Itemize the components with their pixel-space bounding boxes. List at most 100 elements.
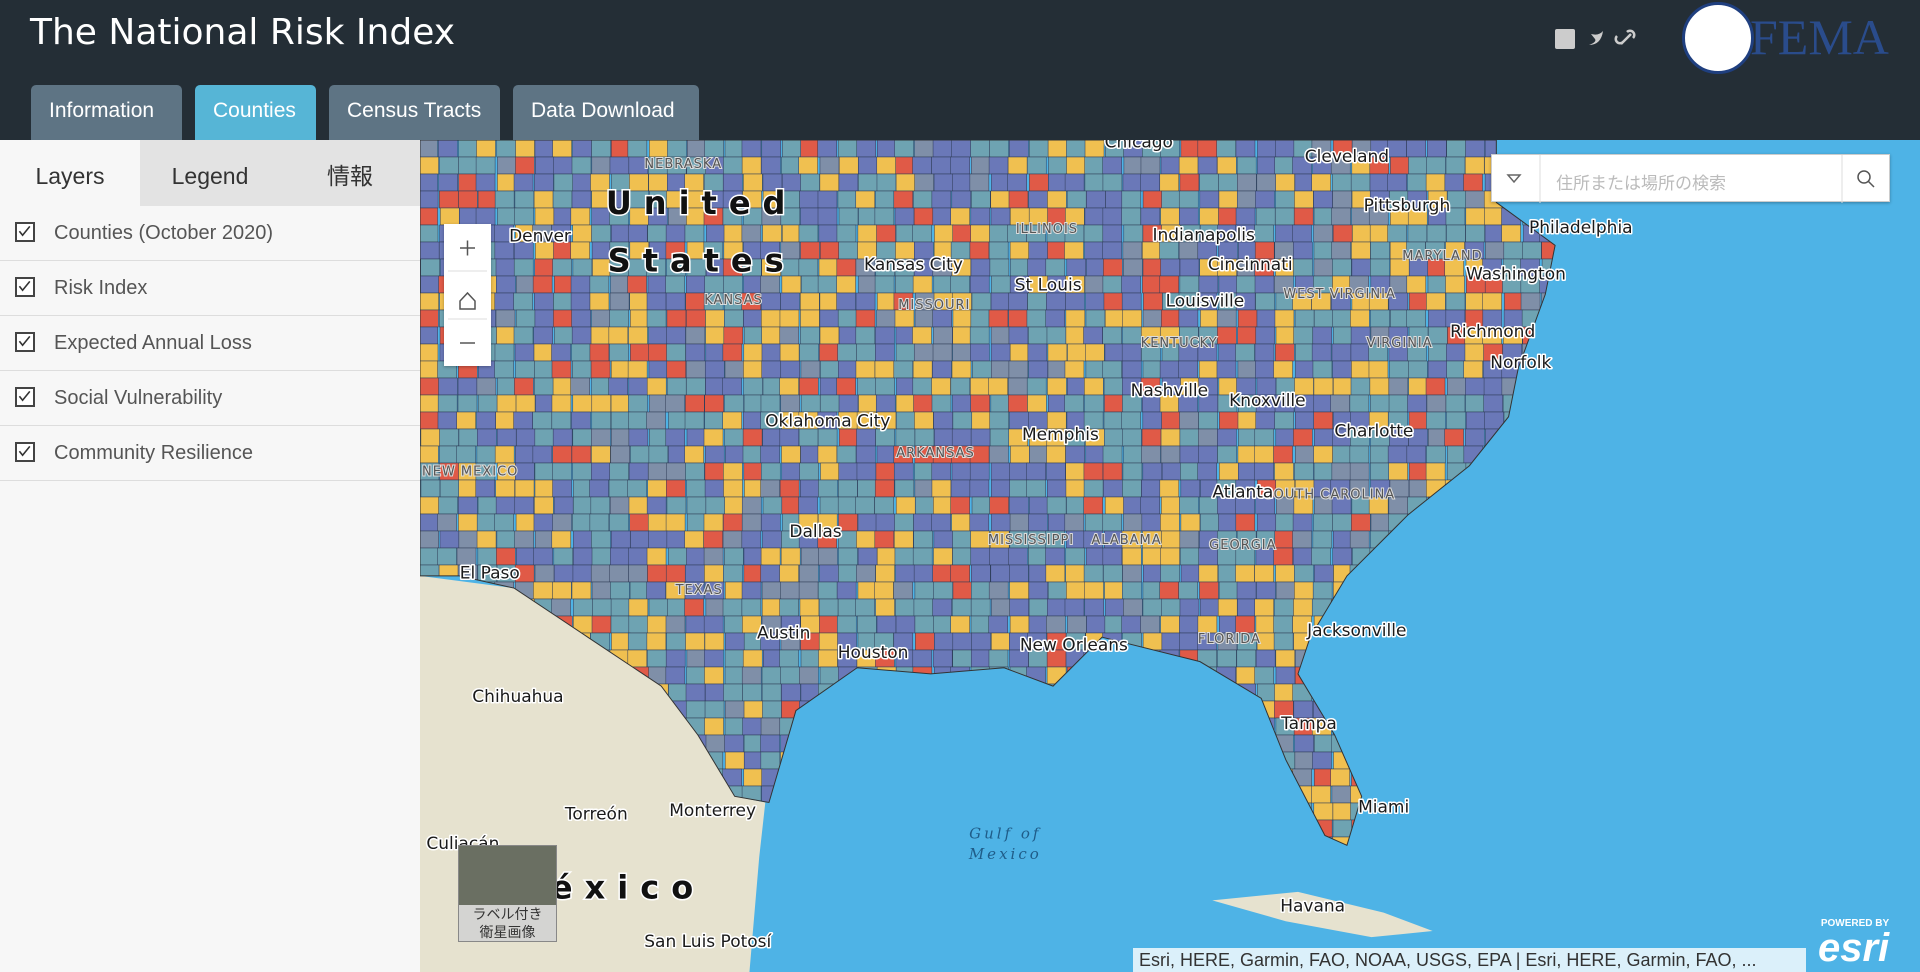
county	[1349, 462, 1370, 481]
county	[1255, 190, 1275, 209]
county	[1426, 156, 1446, 175]
county	[704, 632, 725, 651]
county	[952, 411, 973, 430]
layer-checkbox[interactable]	[15, 277, 35, 297]
county	[989, 428, 1010, 447]
county	[1464, 343, 1485, 362]
county	[952, 530, 972, 549]
county	[912, 547, 933, 566]
zoom-in[interactable]	[460, 240, 475, 256]
county	[1083, 224, 1104, 243]
layer-name: Social Vulnerability	[54, 387, 223, 409]
county	[573, 496, 593, 515]
fema-logo[interactable]: FEMA	[1750, 9, 1889, 65]
county	[1332, 360, 1352, 379]
county	[1159, 581, 1179, 600]
county	[1102, 207, 1123, 226]
nav-tab[interactable]: Census Tracts	[329, 85, 500, 140]
county	[1141, 513, 1162, 532]
basemap-toggle[interactable]: ラベル付き 衛星画像	[458, 845, 557, 942]
county	[497, 377, 517, 396]
city-label: Pittsburgh	[1364, 196, 1451, 216]
layer-checkbox[interactable]	[15, 222, 35, 242]
nav-tab[interactable]: Data Download	[513, 85, 699, 140]
county	[1408, 360, 1428, 379]
county	[685, 326, 706, 345]
search-box[interactable]: 住所または場所の検索	[1491, 154, 1890, 203]
county	[1254, 445, 1274, 464]
county	[1332, 530, 1353, 549]
county	[438, 496, 458, 515]
county	[1179, 496, 1199, 515]
county	[591, 156, 612, 175]
county	[1293, 241, 1313, 260]
county	[1102, 547, 1123, 566]
county	[855, 360, 876, 379]
county	[988, 649, 1009, 668]
county	[458, 496, 478, 515]
county	[551, 530, 572, 549]
twitter-icon[interactable]	[1589, 31, 1603, 45]
search-button[interactable]	[1857, 170, 1871, 184]
panel-tab[interactable]: Legend	[140, 140, 280, 206]
county	[933, 326, 953, 345]
home-button[interactable]	[459, 291, 476, 310]
county	[762, 530, 782, 549]
county	[914, 173, 934, 192]
county	[1009, 598, 1029, 617]
county	[836, 615, 857, 634]
county	[420, 513, 440, 532]
county	[515, 140, 535, 158]
county	[780, 581, 800, 600]
county	[800, 207, 820, 226]
map[interactable]: NEBRASKA ILLINOIS MISSOURI KANSAS MARYLAND WE…	[420, 140, 1920, 972]
county	[704, 649, 724, 668]
county	[837, 309, 858, 328]
county	[1084, 581, 1104, 600]
county	[876, 140, 897, 158]
nav-tab[interactable]: Counties	[195, 85, 316, 140]
county	[514, 496, 535, 515]
county	[552, 428, 573, 447]
facebook-icon[interactable]	[1555, 29, 1575, 49]
nav-tab[interactable]: Information	[31, 85, 182, 140]
city-label: Washington	[1466, 265, 1566, 285]
county	[535, 156, 555, 175]
county	[437, 394, 458, 413]
layer-checkbox[interactable]	[15, 442, 35, 462]
county	[647, 513, 668, 532]
county	[933, 411, 953, 430]
county	[952, 326, 973, 345]
county	[1121, 615, 1141, 634]
county	[874, 530, 895, 549]
county	[931, 377, 951, 396]
county	[1161, 632, 1182, 651]
county	[705, 343, 726, 362]
county	[1066, 581, 1086, 600]
county	[553, 292, 573, 311]
panel-tab[interactable]: Layers	[0, 140, 140, 206]
panel-tab[interactable]: 情報	[280, 140, 420, 206]
county	[876, 547, 897, 566]
county	[516, 547, 536, 566]
county	[725, 632, 745, 651]
county	[913, 598, 934, 617]
county	[838, 564, 858, 583]
county	[1389, 360, 1409, 379]
basemap-label: ラベル付き 衛星画像	[459, 905, 556, 941]
county	[780, 360, 801, 379]
county	[1047, 513, 1068, 532]
county	[1254, 343, 1275, 362]
layer-checkbox[interactable]	[15, 332, 35, 352]
county	[914, 428, 935, 447]
county	[1123, 156, 1144, 175]
county	[1067, 343, 1087, 362]
county	[874, 275, 895, 294]
county	[818, 479, 838, 498]
layer-checkbox[interactable]	[15, 387, 35, 407]
county	[551, 411, 572, 430]
county	[1313, 394, 1334, 413]
county	[724, 394, 744, 413]
link-icon[interactable]	[1614, 29, 1636, 45]
county	[1313, 513, 1333, 532]
